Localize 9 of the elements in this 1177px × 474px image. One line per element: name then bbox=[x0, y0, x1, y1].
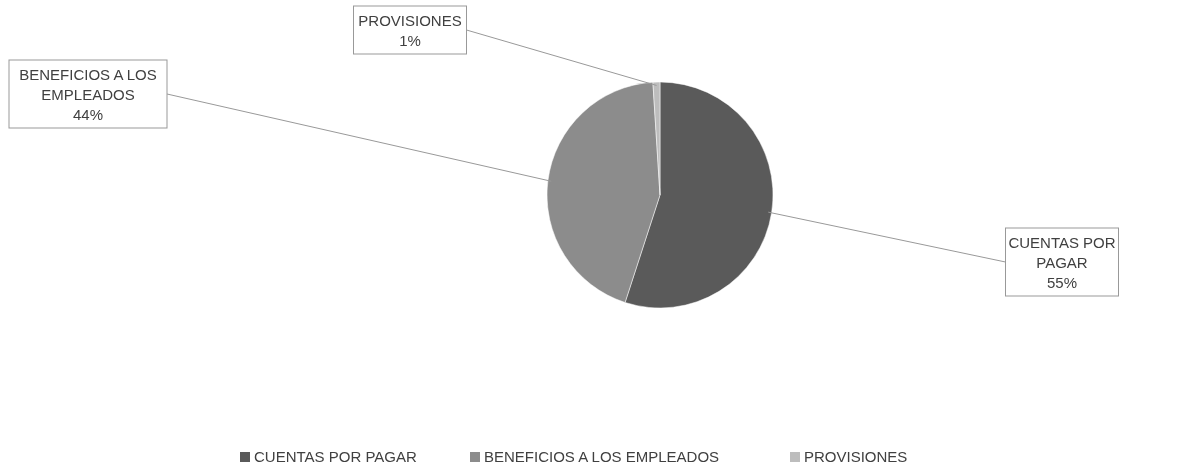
legend-label: BENEFICIOS A LOS EMPLEADOS bbox=[484, 448, 720, 465]
data-label: 55% bbox=[1046, 274, 1078, 291]
data-label: 1% bbox=[399, 32, 421, 49]
slice-label: PROVISIONES bbox=[358, 12, 462, 29]
slice-label: BENEFICIOS A LOS EMPLEADOS bbox=[19, 66, 157, 103]
data-label: 44% bbox=[72, 106, 104, 123]
legend-label: PROVISIONES bbox=[804, 448, 908, 465]
legend-label: CUENTAS POR PAGAR bbox=[254, 448, 417, 465]
slice-label: CUENTAS POR PAGAR bbox=[1008, 234, 1116, 271]
